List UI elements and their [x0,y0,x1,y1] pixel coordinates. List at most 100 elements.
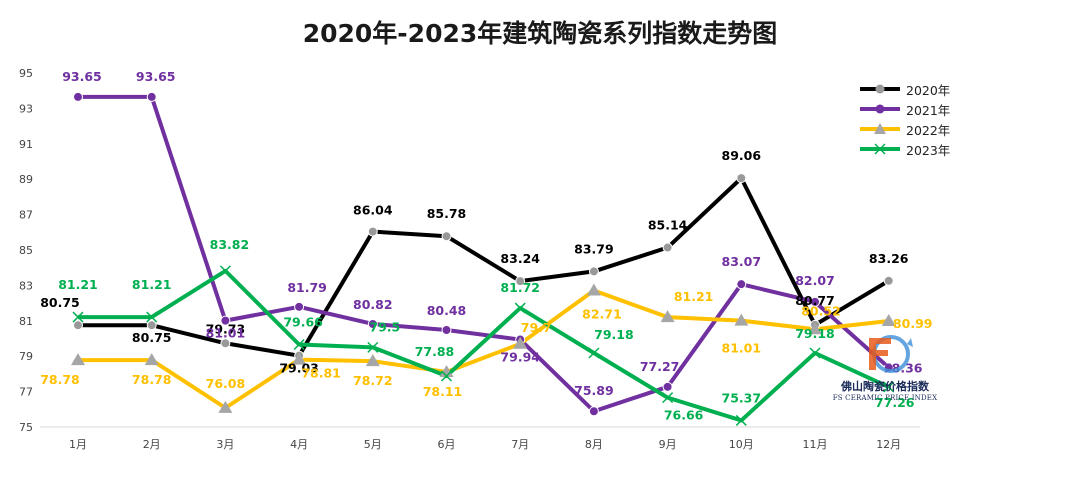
x-tick-label: 11月 [803,438,828,451]
data-label: 79.94 [500,350,540,365]
data-point [292,352,307,365]
x-tick-label: 5月 [364,438,382,451]
data-point [515,276,526,287]
data-point [441,231,452,242]
data-point [146,311,158,323]
data-point [367,341,379,353]
x-tick-label: 4月 [290,438,308,451]
y-tick-label: 75 [19,421,33,434]
data-label: 81.21 [674,289,714,304]
chart-legend: 2020年 2021年 2022年 2023年 [858,79,978,159]
legend-swatch-icon [860,143,900,155]
series-line-4 [78,268,890,423]
data-point [588,266,599,277]
data-point [367,318,378,329]
data-label: 75.37 [722,390,762,405]
y-tick-label: 91 [19,138,33,151]
data-point [220,315,231,326]
data-point [72,311,84,323]
data-label: 77.26 [875,395,915,410]
legend-label: 2023年 [906,142,951,158]
data-point [365,354,380,367]
data-label: 81.21 [132,277,172,292]
data-point [146,320,157,331]
data-label: 82.71 [582,307,622,322]
data-point [294,301,305,312]
data-label: 80.75 [40,295,80,310]
data-point [660,310,675,323]
legend-label: 2022年 [906,122,951,138]
data-point [736,279,747,290]
data-label: 82.07 [795,273,835,288]
legend-item: 2021年 [858,99,978,119]
data-label: 85.78 [427,206,467,221]
data-label: 79.18 [594,327,634,342]
data-label: 80.82 [353,297,393,312]
data-point [736,173,747,184]
data-label: 81.01 [722,341,762,356]
x-tick-label: 10月 [729,438,754,451]
data-label: 81.01 [206,326,246,341]
data-label: 78.72 [353,373,393,388]
data-point [144,353,159,366]
data-point [293,338,305,351]
data-label: 75.89 [574,383,614,398]
data-label: 79.66 [283,315,323,330]
chart-title: 2020年-2023年建筑陶瓷系列指数走势图 [302,19,778,48]
data-label: 93.65 [62,69,102,84]
series-line-1 [78,176,890,358]
data-point [809,347,821,359]
data-point [883,381,895,393]
x-tick-label: 3月 [216,438,234,451]
data-point [440,370,453,382]
data-point [810,296,820,307]
data-label: 80.99 [893,316,933,331]
legend-label: 2020年 [906,82,951,98]
legend-item: 2020年 [858,79,978,99]
data-label: 77.27 [640,359,680,374]
data-label: 80.77 [795,293,835,308]
data-label: 78.11 [423,384,463,399]
data-label: 83.79 [574,241,614,256]
legend-swatch-icon [860,123,900,134]
data-label: 76.08 [206,376,246,391]
data-label: 79.03 [279,361,319,376]
x-tick-label: 12月 [876,438,901,451]
watermark-text-en: FS CERAMIC PRICE INDEX [832,394,938,402]
data-point [73,91,83,102]
data-label: 81.72 [500,280,540,295]
data-point [586,283,601,296]
data-label: 93.65 [136,69,176,84]
watermark: 佛山陶瓷价格指数 FS CERAMIC PRICE INDEX [810,330,960,402]
data-point [735,414,747,426]
x-tick-label: 6月 [438,438,456,451]
data-label: 83.24 [500,251,540,266]
data-label: 86.04 [353,203,393,218]
y-tick-label: 87 [19,209,33,222]
x-tick-label: 7月 [511,438,529,451]
data-point [513,336,528,349]
data-label: 80.75 [132,330,172,345]
data-point [219,265,231,277]
y-tick-label: 77 [19,386,33,399]
legend-swatch-icon [860,104,900,114]
data-label: 78.81 [301,366,341,381]
y-tick-label: 81 [19,315,33,328]
data-point [881,313,896,326]
data-label: 81.21 [58,277,98,292]
data-label: 79.73 [206,321,246,336]
x-tick-label: 1月 [69,438,87,451]
y-tick-label: 83 [19,279,33,292]
data-point [71,353,85,366]
data-point [367,226,378,237]
data-label: 76.66 [664,408,704,423]
data-point [218,400,233,413]
series-line-2 [78,94,891,414]
data-label: 79.5 [369,319,400,334]
data-label: 83.82 [210,237,250,252]
data-point [808,322,822,335]
data-label: 81.79 [287,280,327,295]
y-tick-label: 85 [19,244,33,257]
data-label: 78.78 [40,372,80,387]
